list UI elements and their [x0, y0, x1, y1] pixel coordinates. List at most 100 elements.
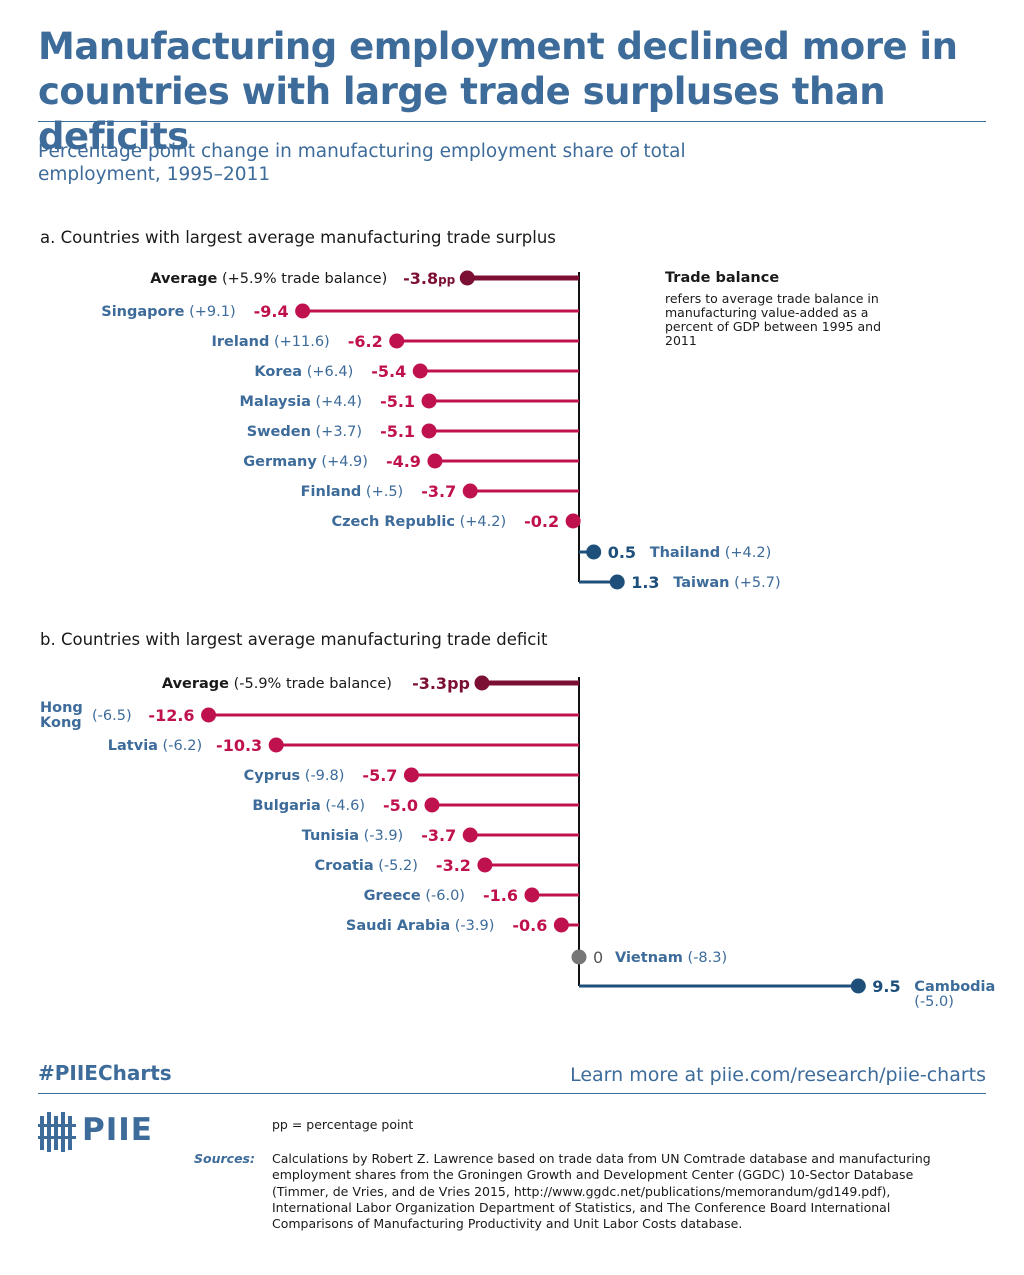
value-label: -6.2 [348, 332, 383, 351]
average-balance: (+5.9% trade balance) [217, 271, 387, 287]
data-point [389, 333, 405, 349]
data-point [462, 483, 478, 499]
panel-a-title: a. Countries with largest average manufa… [40, 228, 556, 247]
data-point [477, 857, 493, 873]
value-label: 0 [593, 948, 603, 967]
data-point [403, 767, 419, 783]
value-label: -10.3 [216, 736, 262, 755]
country-label: Cyprus (-9.8) [244, 768, 345, 784]
country-label: Thailand (+4.2) [650, 545, 772, 561]
data-point [295, 303, 311, 319]
value-label: -4.9 [386, 452, 421, 471]
footer-divider [38, 1093, 986, 1094]
country-balance: (+6.4) [302, 364, 353, 380]
data-point [412, 363, 428, 379]
country-balance: (-6.2) [158, 738, 202, 754]
country-label: Greece (-6.0) [364, 888, 465, 904]
value-label: -5.4 [371, 362, 406, 381]
country-label: Czech Republic (+4.2) [331, 514, 506, 530]
country-balance: (-9.8) [300, 768, 344, 784]
average-dot [474, 675, 490, 691]
value-label: -1.6 [483, 886, 518, 905]
value-label: 1.3 [631, 573, 659, 592]
data-point [586, 544, 602, 560]
country-balance: (-8.3) [683, 950, 727, 966]
country-name: Croatia [314, 858, 373, 874]
country-balance: (-3.9) [359, 828, 403, 844]
country-balance: (+4.2) [455, 514, 506, 530]
average-value-label: -3.8pp [403, 269, 456, 288]
country-balance: (+5.7) [730, 575, 781, 591]
data-point [571, 949, 587, 965]
piie-logo-text: PIIE [82, 1112, 153, 1148]
country-label: Ireland (+11.6) [212, 334, 330, 350]
country-balance: (+4.4) [311, 394, 362, 410]
average-name: Average [150, 271, 217, 287]
country-balance: (-5.2) [374, 858, 418, 874]
country-label: Korea (+6.4) [254, 364, 353, 380]
country-balance: (+11.6) [269, 334, 329, 350]
country-balance: (+.5) [361, 484, 403, 500]
country-label: Tunisia (-3.9) [302, 828, 404, 844]
data-point [850, 978, 866, 994]
average-value-label: -3.3pp [412, 674, 470, 693]
data-point [421, 393, 437, 409]
country-name: Saudi Arabia [346, 918, 450, 934]
data-point [424, 797, 440, 813]
value-label: -9.4 [254, 302, 289, 321]
sources-label: Sources: [194, 1151, 255, 1166]
country-name: Vietnam [615, 950, 683, 966]
value-label: -0.6 [512, 916, 547, 935]
value-label: 9.5 [872, 977, 900, 996]
country-name: Taiwan [673, 575, 729, 591]
average-dot [459, 270, 475, 286]
average-unit: pp [438, 273, 456, 287]
panel-b-title: b. Countries with largest average manufa… [40, 630, 548, 649]
country-label: Vietnam (-8.3) [615, 950, 727, 966]
country-label: Taiwan (+5.7) [673, 575, 780, 591]
country-name: Thailand [650, 545, 720, 561]
data-point [201, 707, 217, 723]
lollipop-chart: -3.8pp Average (+5.9% trade balance) -9.4 S… [40, 269, 995, 1010]
country-balance: (-6.5) [92, 708, 132, 724]
chart-subtitle: Percentage point change in manufacturing… [38, 141, 686, 185]
average-unit: pp [447, 674, 470, 693]
hashtag-link[interactable]: #PIIECharts [38, 1061, 172, 1085]
value-label: -5.0 [383, 796, 418, 815]
country-name: Sweden [247, 424, 311, 440]
pp-footnote: pp = percentage point [272, 1117, 414, 1132]
country-name: Finland [301, 484, 362, 500]
country-balance: (+4.2) [720, 545, 771, 561]
average-balance: (-5.9% trade balance) [229, 676, 392, 692]
value-label: -0.2 [524, 512, 559, 531]
country-label: Singapore (+9.1) [101, 304, 235, 320]
country-name: Singapore [101, 304, 184, 320]
value-label: -5.1 [380, 392, 415, 411]
country-name: Cyprus [244, 768, 301, 784]
country-balance: (-4.6) [321, 798, 365, 814]
country-name-line-1: Hong [40, 700, 83, 716]
learn-more-link[interactable]: Learn more at piie.com/research/piie-cha… [570, 1064, 986, 1086]
country-name: Czech Republic [331, 514, 455, 530]
data-point [462, 827, 478, 843]
data-point [565, 513, 581, 529]
value-label: -5.7 [362, 766, 397, 785]
value-label: -3.2 [436, 856, 471, 875]
country-label: Latvia (-6.2) [108, 738, 202, 754]
sources-text: Calculations by Robert Z. Lawrence based… [272, 1151, 931, 1232]
country-name: Germany [243, 454, 317, 470]
value-label: -3.7 [421, 826, 456, 845]
country-label: Finland (+.5) [301, 484, 404, 500]
value-label: -12.6 [148, 706, 194, 725]
value-label: -3.7 [421, 482, 456, 501]
title-divider [38, 121, 986, 122]
trade-balance-note-body: refers to average trade balance in manuf… [665, 291, 882, 348]
value-label: 0.5 [608, 543, 636, 562]
country-balance: (-6.0) [421, 888, 465, 904]
country-label: Bulgaria (-4.6) [252, 798, 365, 814]
country-name: Tunisia [302, 828, 359, 844]
data-point [609, 574, 625, 590]
country-name: Malaysia [240, 394, 311, 410]
country-name: Ireland [212, 334, 270, 350]
data-point [421, 423, 437, 439]
